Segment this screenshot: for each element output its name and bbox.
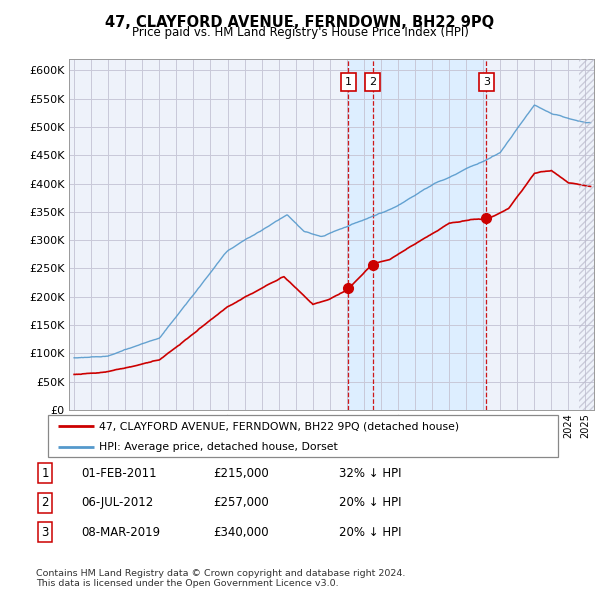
Text: 32% ↓ HPI: 32% ↓ HPI (339, 467, 401, 480)
Text: HPI: Average price, detached house, Dorset: HPI: Average price, detached house, Dors… (99, 442, 338, 451)
Text: 3: 3 (483, 77, 490, 87)
Text: 06-JUL-2012: 06-JUL-2012 (81, 496, 153, 509)
Text: 20% ↓ HPI: 20% ↓ HPI (339, 496, 401, 509)
Text: 01-FEB-2011: 01-FEB-2011 (81, 467, 157, 480)
Text: 47, CLAYFORD AVENUE, FERNDOWN, BH22 9PQ (detached house): 47, CLAYFORD AVENUE, FERNDOWN, BH22 9PQ … (99, 421, 459, 431)
Text: £257,000: £257,000 (213, 496, 269, 509)
Bar (578, 59, 594, 410)
Text: 20% ↓ HPI: 20% ↓ HPI (339, 526, 401, 539)
Text: £340,000: £340,000 (213, 526, 269, 539)
Text: £215,000: £215,000 (213, 467, 269, 480)
Text: 2: 2 (369, 77, 376, 87)
Text: 2: 2 (41, 496, 49, 509)
Text: 1: 1 (41, 467, 49, 480)
FancyBboxPatch shape (48, 415, 558, 457)
Text: Contains HM Land Registry data © Crown copyright and database right 2024.
This d: Contains HM Land Registry data © Crown c… (36, 569, 406, 588)
Text: 08-MAR-2019: 08-MAR-2019 (81, 526, 160, 539)
Text: Price paid vs. HM Land Registry's House Price Index (HPI): Price paid vs. HM Land Registry's House … (131, 26, 469, 39)
Text: 47, CLAYFORD AVENUE, FERNDOWN, BH22 9PQ: 47, CLAYFORD AVENUE, FERNDOWN, BH22 9PQ (106, 15, 494, 30)
Text: 1: 1 (345, 77, 352, 87)
Text: 3: 3 (41, 526, 49, 539)
Bar (348, 59, 486, 410)
